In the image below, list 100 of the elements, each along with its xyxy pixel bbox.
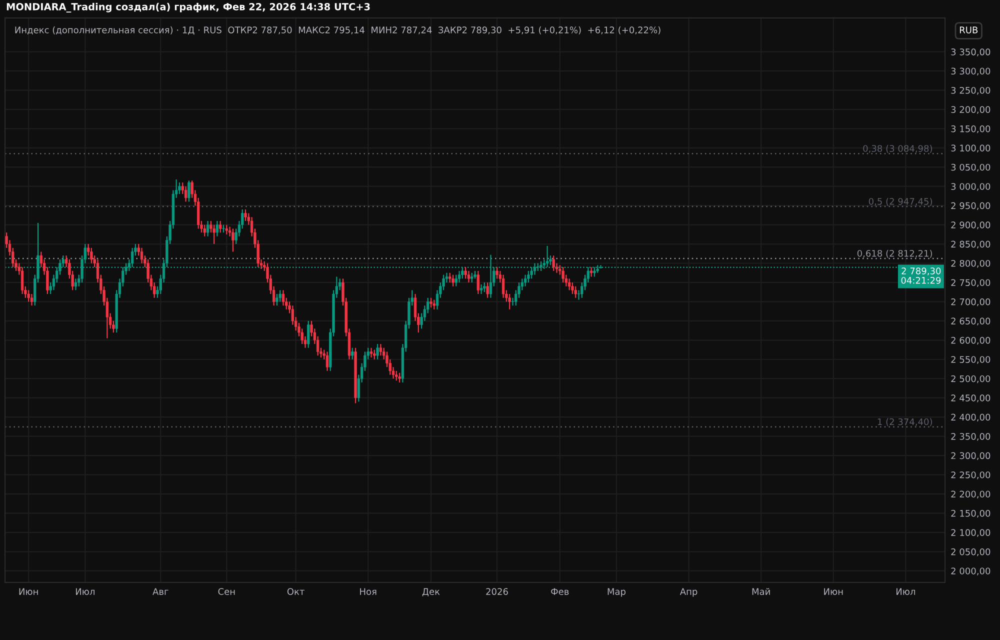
candlestick xyxy=(483,282,486,293)
y-tick-label: 2 600,00 xyxy=(951,336,990,345)
candlestick xyxy=(370,347,373,358)
y-tick-label: 2 300,00 xyxy=(951,452,990,460)
candlestick xyxy=(74,278,78,291)
x-tick-label: Июл xyxy=(896,588,916,595)
candlestick xyxy=(212,224,216,245)
candlestick xyxy=(373,349,376,360)
x-tick-label: Сен xyxy=(218,588,235,595)
candlestick xyxy=(452,274,454,287)
y-tick-label: 2 650,00 xyxy=(951,318,990,326)
y-tick-label: 2 100,00 xyxy=(951,529,990,537)
ref-line-label: 0,5 (2 947,45) xyxy=(868,198,932,206)
x-tick-label: Июл xyxy=(76,588,94,595)
candlestick xyxy=(216,220,219,237)
y-tick-label: 3 350,00 xyxy=(951,48,990,56)
candlestick xyxy=(430,297,432,308)
candlestick xyxy=(30,293,34,306)
y-tick-label: 2 750,00 xyxy=(951,279,990,287)
y-tick-label: 3 300,00 xyxy=(951,68,990,76)
candlestick xyxy=(432,299,436,310)
candlestick xyxy=(178,182,181,195)
candlestick xyxy=(568,278,571,291)
y-tick-label: 3 150,00 xyxy=(951,125,990,134)
candlestick xyxy=(571,282,574,295)
candlestick xyxy=(219,220,222,234)
y-tick-label: 2 150,00 xyxy=(951,510,990,518)
candlestick xyxy=(188,180,190,202)
y-tick-label: 2 700,00 xyxy=(951,298,990,306)
x-tick-label: Май xyxy=(752,588,770,595)
y-tick-label: 2 000,00 xyxy=(951,568,990,576)
x-tick-label: Авг xyxy=(152,588,168,595)
y-tick-label: 3 200,00 xyxy=(951,106,990,114)
x-tick-label: Дек xyxy=(422,588,440,596)
y-tick-label: 2 250,00 xyxy=(951,471,990,480)
ref-line-label: 1 (2 374,40) xyxy=(878,418,932,426)
candlestick xyxy=(140,247,144,264)
candlestick xyxy=(326,351,329,372)
candlestick xyxy=(307,320,310,348)
candlestick xyxy=(467,270,470,284)
y-tick-label: 2 800,00 xyxy=(951,260,990,268)
y-tick-label: 2 350,00 xyxy=(951,433,990,441)
candlestick xyxy=(470,272,474,284)
candlestick xyxy=(90,247,93,264)
candlestick xyxy=(203,224,206,237)
candlestick xyxy=(590,266,593,278)
candlestick xyxy=(395,370,398,382)
y-tick-label: 2 050,00 xyxy=(951,548,990,556)
candlestick xyxy=(225,224,228,235)
candlestick xyxy=(464,266,467,280)
candlestick xyxy=(282,290,285,306)
y-tick-label: 3 050,00 xyxy=(951,164,990,172)
x-tick-label: Ноя xyxy=(360,588,376,595)
candlestick xyxy=(574,286,577,298)
ref-line-label: 2 789,30 04:21:29 xyxy=(901,268,941,284)
y-tick-label: 2 850,00 xyxy=(951,240,990,248)
ref-line-label: 0,38 (3 084,98) xyxy=(863,144,932,153)
candlestick xyxy=(278,290,282,302)
candlestick xyxy=(376,343,379,360)
candlestick xyxy=(496,266,498,280)
y-tick-label: 3 100,00 xyxy=(951,144,990,152)
candlestick xyxy=(508,293,511,310)
candlestick xyxy=(480,284,483,295)
candlestick xyxy=(184,186,188,202)
text: RUB xyxy=(960,26,978,34)
candlestick xyxy=(502,274,505,298)
y-tick-label: 2 900,00 xyxy=(951,222,990,230)
text: Индекс (дополнительная сессия) · 1Д · RUS ОТКР2 787,50 МАКС2 795,14 МИН2 787,24 ЗАКР2 789,30 +5,91 (+0,21%) +6,12 (+0,22%) xyxy=(15,26,660,35)
x-tick-label: Июн xyxy=(19,588,38,595)
candlestick xyxy=(379,343,382,356)
y-tick-label: 2 500,00 xyxy=(951,375,990,384)
x-tick-label: Мар xyxy=(608,588,626,597)
candlestick xyxy=(527,270,530,284)
chart-title: MONDIARA_Trading создал(а) график, Фев 22, 2026 14:38 UTC+3 xyxy=(6,2,370,13)
candlestick xyxy=(206,220,210,237)
candlestick xyxy=(276,293,278,306)
candlestick xyxy=(458,270,461,284)
y-tick-label: 3 250,00 xyxy=(951,86,990,95)
y-tick-label: 2 200,00 xyxy=(951,490,990,498)
candlestick xyxy=(448,272,452,284)
ref-line-label: 0,618 (2 812,21) xyxy=(857,250,932,258)
candlestick xyxy=(244,208,247,222)
candlestick xyxy=(562,266,564,284)
candlestick xyxy=(524,274,527,287)
y-tick-label: 2 450,00 xyxy=(951,394,990,402)
candlestick xyxy=(20,266,24,295)
y-tick-label: 3 000,00 xyxy=(951,183,990,191)
x-tick-label: Окт xyxy=(287,588,304,595)
candlestick xyxy=(486,282,489,298)
candlestick xyxy=(577,290,580,300)
x-tick-label: 2026 xyxy=(486,588,508,595)
candlestick xyxy=(232,228,234,252)
candlestick xyxy=(454,274,458,287)
candlestick xyxy=(511,297,514,306)
candlestick xyxy=(27,290,30,302)
candlestick xyxy=(351,347,354,360)
y-tick-label: 2 400,00 xyxy=(951,414,990,422)
candlestick xyxy=(476,270,480,295)
y-tick-label: 2 550,00 xyxy=(951,356,990,364)
x-tick-label: Фев xyxy=(551,588,569,595)
